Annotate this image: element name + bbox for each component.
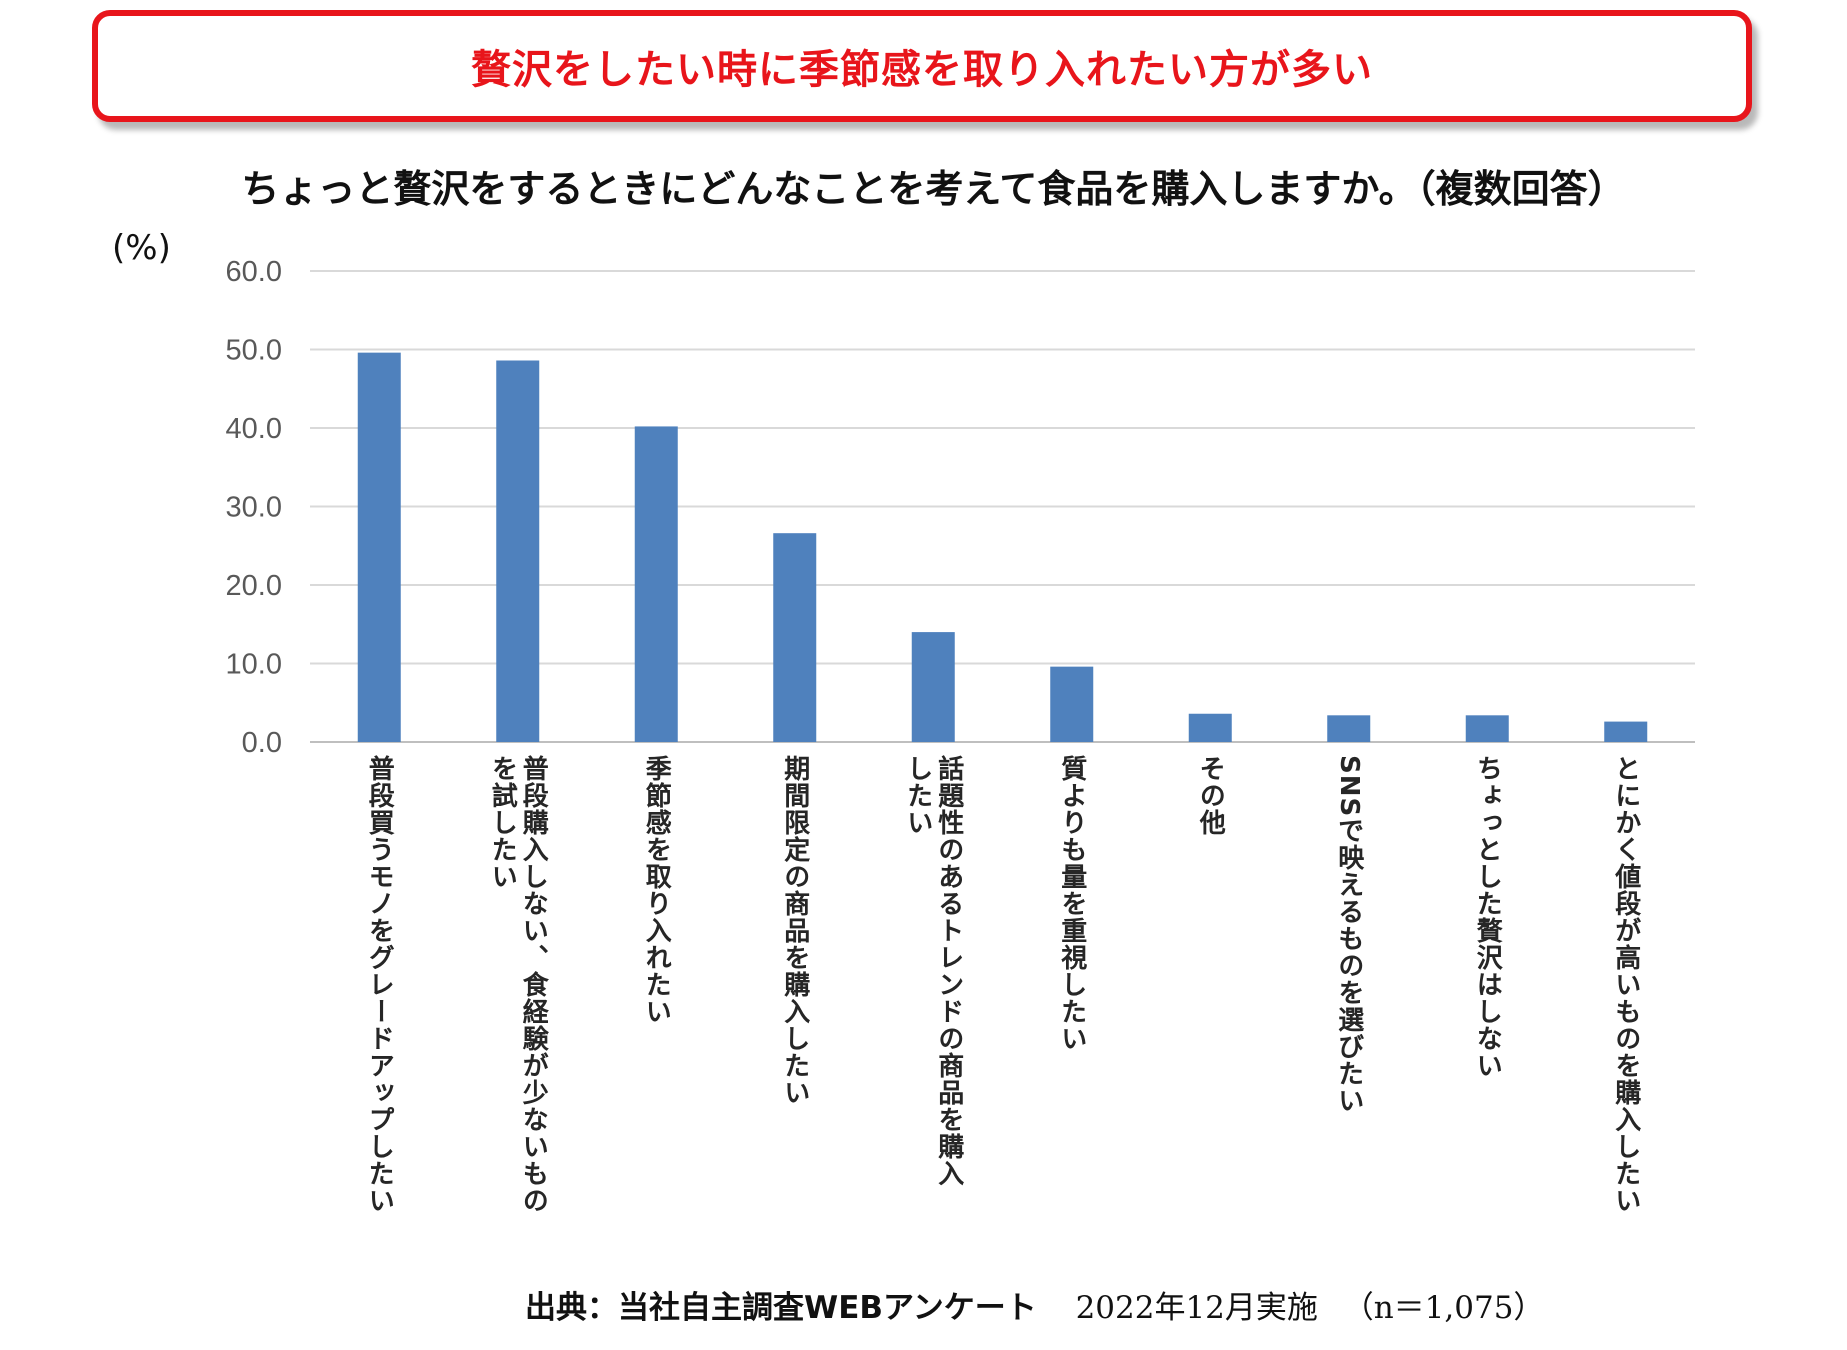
x-category-label: SNSで映えるものを選びたい bbox=[1334, 755, 1364, 1114]
bar bbox=[1188, 713, 1232, 742]
y-tick-label: 60.0 bbox=[226, 256, 282, 288]
x-category-label: 話題性のあるトレンドの商品を購入 bbox=[934, 754, 964, 1187]
y-tick-label: 20.0 bbox=[226, 570, 282, 602]
y-tick-label: 0.0 bbox=[242, 727, 282, 759]
y-tick-label: 40.0 bbox=[226, 413, 282, 445]
x-category-label: 質よりも量を重視したい bbox=[1057, 755, 1087, 1052]
bar bbox=[1604, 721, 1648, 742]
headline-banner: 贅沢をしたい時に季節感を取り入れたい方が多い bbox=[92, 10, 1752, 122]
bar bbox=[1050, 666, 1094, 742]
y-tick-label: 50.0 bbox=[226, 335, 282, 367]
x-category-label: を試したい bbox=[487, 755, 517, 890]
bar bbox=[634, 426, 678, 742]
source-label: 出典：当社自主調査WEBアンケート bbox=[525, 1290, 1037, 1326]
bar bbox=[1465, 715, 1509, 742]
x-category-label: 季節感を取り入れたい bbox=[641, 755, 671, 1025]
headline-text: 贅沢をしたい時に季節感を取り入れたい方が多い bbox=[471, 47, 1373, 93]
x-category-label: ちょっとした贅沢はしない bbox=[1472, 755, 1502, 1079]
bar-chart: 60.0 50.0 40.0 30.0 20.0 10.0 0.0 普段買うモノをグレードアッ… bbox=[226, 256, 1695, 1214]
bar bbox=[496, 360, 540, 742]
bar bbox=[1327, 715, 1371, 742]
bar bbox=[773, 533, 817, 742]
source-note: 出典：当社自主調査WEBアンケート 2022年12月実施 （n＝1,075） bbox=[525, 1282, 1544, 1327]
sample-size: （n＝1,075） bbox=[1342, 1290, 1545, 1326]
chart-title: ちょっと贅沢をするときにどんなことを考えて食品を購入しますか。（複数回答） bbox=[241, 167, 1626, 211]
y-tick-label: 10.0 bbox=[226, 649, 282, 681]
y-tick-label: 30.0 bbox=[226, 492, 282, 524]
x-category-label: その他 bbox=[1195, 755, 1226, 836]
y-axis-unit-label: (%) bbox=[112, 228, 171, 268]
x-category-label: 普段購入しない、食経験が少ないもの bbox=[518, 754, 549, 1214]
bar bbox=[357, 352, 401, 742]
x-category-label: とにかく値段が高いものを購入したい bbox=[1611, 755, 1642, 1214]
x-category-label: したい bbox=[903, 755, 933, 836]
x-category-label: 普段買うモノをグレードアップしたい bbox=[364, 754, 394, 1214]
bar bbox=[911, 632, 955, 742]
survey-date: 2022年12月実施 bbox=[1075, 1290, 1318, 1326]
x-category-label: 期間限定の商品を購入したい bbox=[780, 755, 810, 1106]
